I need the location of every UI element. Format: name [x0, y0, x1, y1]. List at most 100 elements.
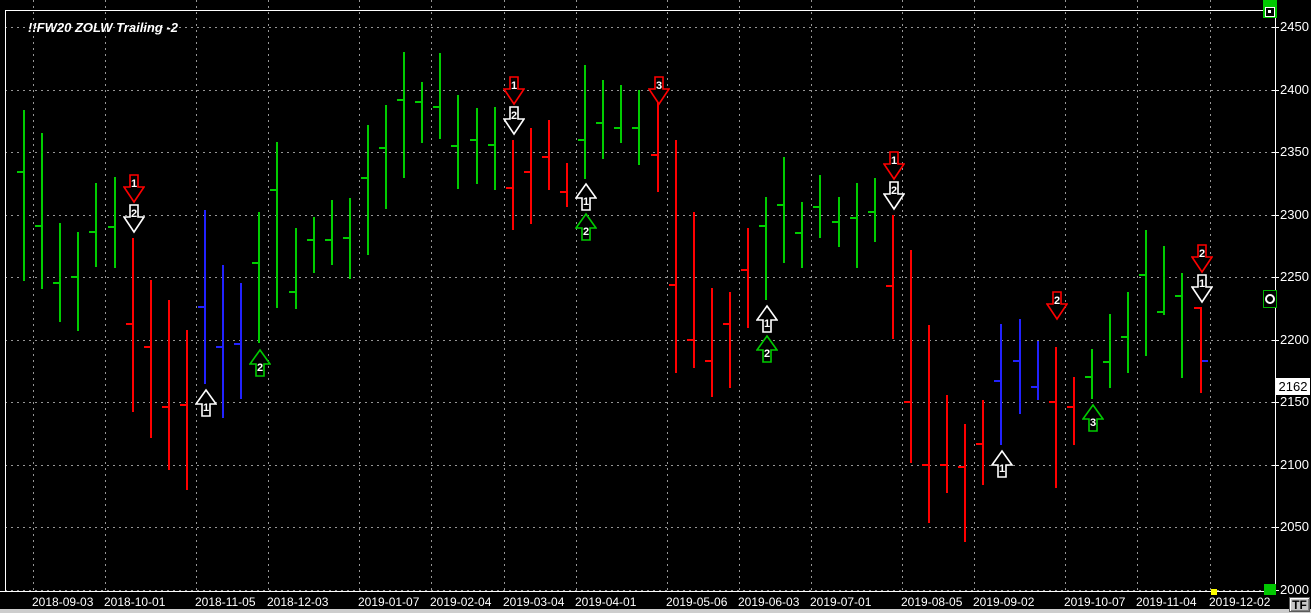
price-bar — [457, 95, 459, 189]
svg-text:2: 2 — [1199, 248, 1205, 260]
x-axis-label: 2019-10-07 — [1064, 595, 1126, 609]
price-bar — [747, 228, 749, 328]
price-bar-close-tick — [868, 211, 876, 213]
price-bar-close-tick — [35, 225, 43, 227]
price-bar — [801, 202, 803, 268]
price-bar — [1073, 377, 1075, 445]
timeframe-button[interactable]: TF — [1289, 597, 1310, 612]
price-bar — [874, 178, 876, 242]
gridline-vertical — [811, 0, 812, 591]
price-bar — [95, 183, 97, 267]
price-bar — [620, 85, 622, 143]
price-bar — [928, 325, 930, 523]
price-bar — [1019, 319, 1021, 414]
price-bar-close-tick — [741, 269, 749, 271]
price-bar — [602, 80, 604, 159]
price-bar — [1181, 273, 1183, 378]
svg-text:2: 2 — [1054, 295, 1060, 307]
price-bar-close-tick — [1139, 274, 1147, 276]
x-axis-label: 2018-11-05 — [195, 595, 256, 609]
price-bar — [1037, 341, 1039, 400]
signal-arrow-up-icon: 3 — [1081, 403, 1105, 433]
x-axis-label: 2019-02-04 — [430, 595, 492, 609]
price-bar-close-tick — [759, 225, 767, 227]
price-bar — [964, 424, 966, 542]
x-axis-label: 2019-04-01 — [575, 595, 637, 609]
price-bar-close-tick — [651, 154, 659, 156]
signal-arrow-down-icon: 1 — [502, 76, 526, 106]
x-axis-label: 2019-08-05 — [901, 595, 963, 609]
gridline-vertical — [33, 0, 34, 591]
price-bar-close-tick — [17, 171, 25, 173]
price-bar — [946, 395, 948, 493]
plot-border-bottom — [0, 591, 1276, 592]
price-bar-close-tick — [1031, 386, 1039, 388]
signal-arrow-down-icon: 1 — [122, 174, 146, 204]
price-bar — [783, 157, 785, 263]
gridline-vertical — [902, 0, 903, 591]
price-bar — [421, 82, 423, 143]
price-bar — [222, 265, 224, 418]
price-bar — [204, 210, 206, 384]
price-bar-close-tick — [705, 360, 713, 362]
plot-border-left — [5, 10, 6, 591]
y-axis-tick — [1272, 402, 1279, 403]
scroll-handle-bottom-icon[interactable] — [1264, 584, 1276, 595]
last-bar-blue-tick — [1202, 360, 1208, 362]
y-axis-label: 2250 — [1280, 269, 1309, 284]
svg-text:1: 1 — [891, 155, 897, 167]
gridline-vertical — [105, 0, 106, 591]
price-bar-close-tick — [162, 406, 170, 408]
price-bar-close-tick — [1013, 360, 1021, 362]
price-bar-close-tick — [180, 404, 188, 406]
price-bar — [566, 163, 568, 207]
gridline-vertical — [504, 0, 505, 591]
scroll-handle-top-icon[interactable] — [1263, 0, 1277, 18]
price-bar-close-tick — [433, 106, 441, 108]
signal-arrow-up-icon: 1 — [194, 388, 218, 418]
price-bar — [657, 102, 659, 192]
price-bar-close-tick — [524, 171, 532, 173]
price-bar-close-tick — [470, 139, 478, 141]
price-bar-close-tick — [994, 380, 1002, 382]
price-bar — [892, 215, 894, 339]
price-bar-close-tick — [307, 239, 315, 241]
price-bar — [1163, 246, 1165, 315]
x-axis-label: 2018-09-03 — [32, 595, 94, 609]
signal-arrow-down-icon: 2 — [1190, 244, 1214, 274]
restore-square-icon — [1265, 7, 1275, 17]
price-bar-close-tick — [252, 262, 260, 264]
gridline-vertical — [196, 0, 197, 591]
price-bar — [982, 400, 984, 485]
svg-text:1: 1 — [131, 178, 137, 190]
price-bar — [258, 212, 260, 343]
price-bar-close-tick — [270, 189, 278, 191]
price-bar — [240, 283, 242, 399]
circle-icon — [1265, 294, 1275, 304]
price-target-marker-icon[interactable] — [1263, 290, 1277, 308]
gridline-vertical — [667, 0, 668, 591]
price-bar-close-tick — [361, 177, 369, 179]
y-axis-label: 2400 — [1280, 82, 1309, 97]
last-price-badge: 2162 — [1276, 378, 1310, 395]
y-axis-label: 2050 — [1280, 519, 1309, 534]
price-bar — [1091, 349, 1093, 399]
x-axis-label: 2019-07-01 — [810, 595, 872, 609]
price-bar — [512, 140, 514, 230]
svg-text:1: 1 — [1199, 278, 1205, 290]
price-bar-close-tick — [1049, 401, 1057, 403]
price-bar-close-tick — [1085, 376, 1093, 378]
gridline-horizontal — [5, 152, 1275, 153]
x-axis-label: 2019-01-07 — [358, 595, 420, 609]
svg-text:1: 1 — [999, 463, 1005, 475]
price-bar-close-tick — [488, 144, 496, 146]
svg-text:1: 1 — [203, 402, 209, 414]
gridline-horizontal — [5, 90, 1275, 91]
y-axis-label: 2350 — [1280, 144, 1309, 159]
y-axis-tick — [1272, 527, 1279, 528]
price-bar-close-tick — [289, 291, 297, 293]
svg-text:2: 2 — [891, 185, 897, 197]
y-axis-tick — [1272, 215, 1279, 216]
price-bar-close-tick — [922, 464, 930, 466]
y-axis-tick — [1272, 27, 1279, 28]
